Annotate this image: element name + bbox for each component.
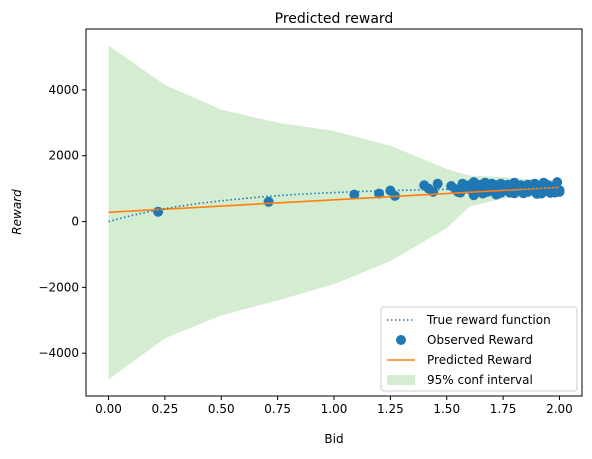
y-tick-label: −4000 [38,346,79,360]
y-tick-label: 4000 [48,83,79,97]
true-reward-line [108,187,560,223]
observed-point [495,187,506,198]
x-tick-label: 0.25 [152,402,179,416]
legend-observed-swatch [396,335,406,345]
legend-box [380,306,578,392]
x-tick-label: 1.25 [377,402,404,416]
predicted-reward-line [108,186,560,214]
x-tick-label: 0.50 [208,402,235,416]
observed-point [349,189,360,200]
observed-point [153,206,164,217]
x-tick-label: 1.75 [490,402,517,416]
x-axis-label: Bid [324,432,343,446]
x-tick-label: 2.00 [546,402,573,416]
y-axis-label: Reward [10,189,24,235]
y-tick-label: 0 [71,215,79,229]
legend-confidence-label: 95% conf interval [427,373,533,387]
observed-point [549,187,560,198]
observed-point [432,178,443,189]
confidence-band [108,45,560,380]
x-tick-label: 1.00 [321,402,348,416]
legend: True reward function Observed Reward Pre… [380,306,578,392]
legend-predicted-label: Predicted Reward [427,353,532,367]
observed-point [536,188,547,199]
plot-area [108,45,565,380]
x-tick-label: 1.50 [433,402,460,416]
y-tick-label: −2000 [38,280,79,294]
x-axis: 0.00 0.25 0.50 0.75 1.00 1.25 1.50 1.75 2.00 [95,396,573,416]
chart-title: Predicted reward [275,11,394,27]
observed-point [374,188,385,199]
y-axis: −4000 −2000 0 2000 4000 [38,83,86,360]
legend-true-reward-label: True reward function [426,313,551,327]
x-tick-label: 0.00 [95,402,122,416]
legend-observed-label: Observed Reward [427,333,533,347]
observed-point [552,177,563,188]
y-tick-label: 2000 [48,149,79,163]
observed-point [263,196,274,207]
x-tick-label: 0.75 [264,402,291,416]
legend-confidence-swatch [387,375,415,385]
